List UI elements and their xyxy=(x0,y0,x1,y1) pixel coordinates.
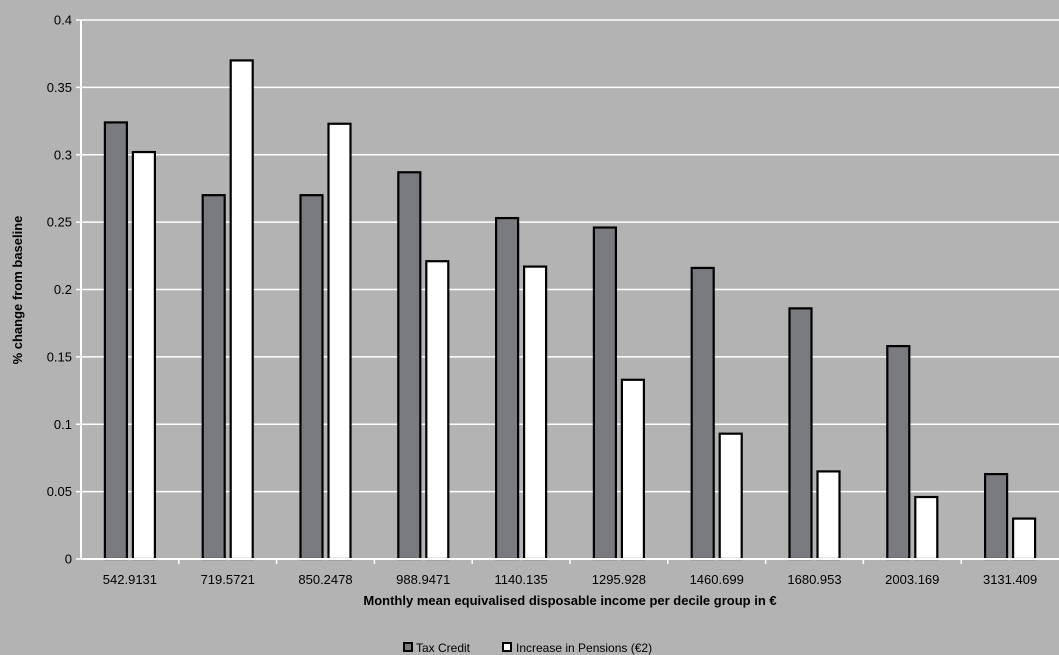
y-tick-label: 0.4 xyxy=(54,13,72,28)
bar-tax-credit xyxy=(103,121,129,561)
gridlines xyxy=(81,19,1059,493)
bar-increase-in-pensions xyxy=(131,150,156,561)
bar-tax-credit xyxy=(397,171,422,561)
bar-increase-in-pensions xyxy=(620,378,646,561)
legend-swatch-increase-in-pensions xyxy=(502,642,512,652)
y-tick-label: 0.35 xyxy=(47,80,72,95)
x-tick-label: 719.5721 xyxy=(201,572,255,587)
bar-tax-credit xyxy=(592,226,618,561)
legend-swatch-tax-credit xyxy=(403,642,413,652)
legend-label-tax-credit: Tax Credit xyxy=(416,641,471,655)
bar-tax-credit xyxy=(788,307,813,561)
y-tick-label: 0.2 xyxy=(54,282,72,297)
bar-tax-credit xyxy=(299,194,324,561)
y-tick-label: 0 xyxy=(65,552,72,567)
legend-label-increase-in-pensions: Increase in Pensions (€2) xyxy=(516,641,652,655)
bar-increase-in-pensions xyxy=(816,470,841,561)
x-tick-label: 988.9471 xyxy=(396,572,450,587)
x-tick-label: 850.2478 xyxy=(298,572,352,587)
y-axis-ticks: 0 0.05 0.1 0.15 0.2 0.25 0.3 0.35 0.4 xyxy=(47,13,81,567)
y-axis-title: % change from baseline xyxy=(10,216,25,365)
legend: Tax Credit Increase in Pensions (€2) xyxy=(403,641,652,655)
x-tick-label: 1140.135 xyxy=(494,572,547,587)
bar-increase-in-pensions xyxy=(327,122,352,561)
bars xyxy=(103,59,1037,561)
x-tick-label: 1295.928 xyxy=(592,572,646,587)
bar-tax-credit xyxy=(983,473,1009,561)
x-tick-label: 1680.953 xyxy=(787,572,841,587)
bar-increase-in-pensions xyxy=(718,432,743,561)
x-tick-label: 1460.699 xyxy=(690,572,744,587)
bar-tax-credit xyxy=(886,344,911,561)
x-axis-title: Monthly mean equivalised disposable inco… xyxy=(363,593,776,608)
bar-increase-in-pensions xyxy=(1011,517,1037,561)
y-tick-label: 0.15 xyxy=(47,349,72,364)
x-tick-label: 3131.409 xyxy=(983,572,1037,587)
bar-increase-in-pensions xyxy=(522,265,548,561)
x-tick-label: 2003.169 xyxy=(885,572,939,587)
y-tick-label: 0.1 xyxy=(54,417,72,432)
bar-tax-credit xyxy=(201,194,226,561)
y-tick-label: 0.25 xyxy=(47,215,72,230)
bar-increase-in-pensions xyxy=(229,59,254,561)
bar-tax-credit xyxy=(690,266,715,561)
bar-tax-credit xyxy=(495,216,520,561)
x-axis-ticks: 542.9131 719.5721 850.2478 988.9471 1140.135… xyxy=(103,559,1037,587)
y-tick-label: 0.3 xyxy=(54,147,72,162)
bar-increase-in-pensions xyxy=(425,260,450,561)
bar-increase-in-pensions xyxy=(914,495,939,561)
y-tick-label: 0.05 xyxy=(47,484,72,499)
x-tick-label: 542.9131 xyxy=(103,572,157,587)
